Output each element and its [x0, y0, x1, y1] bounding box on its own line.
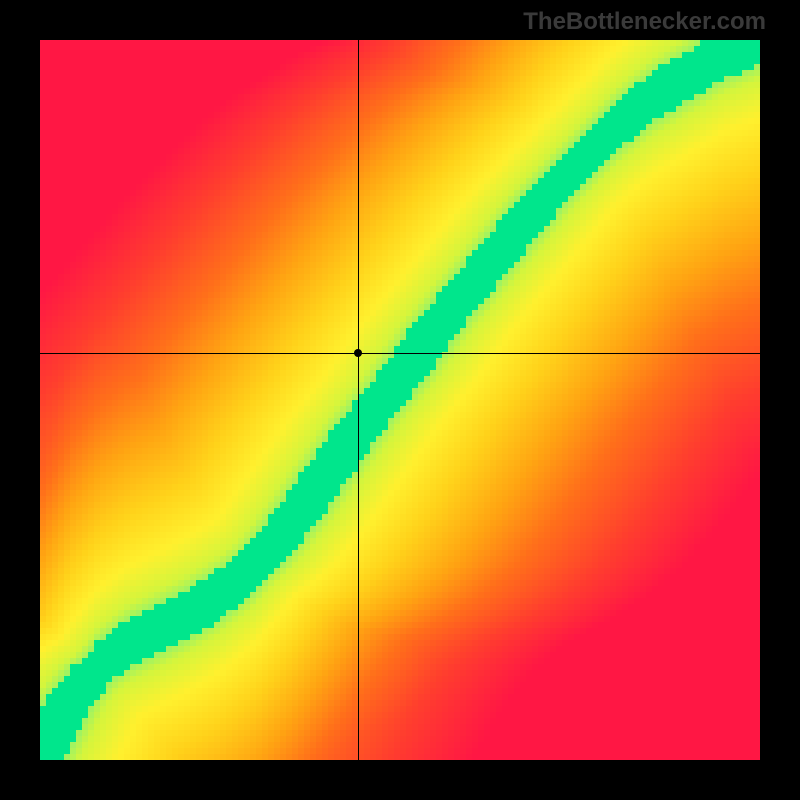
crosshair-horizontal-line: [40, 353, 760, 354]
heatmap-canvas: [40, 40, 760, 760]
heatmap-plot-area: [40, 40, 760, 760]
watermark-text: TheBottlenecker.com: [523, 8, 766, 36]
chart-frame: TheBottlenecker.com: [0, 0, 800, 800]
crosshair-marker-dot: [354, 349, 362, 357]
crosshair-vertical-line: [358, 40, 359, 760]
